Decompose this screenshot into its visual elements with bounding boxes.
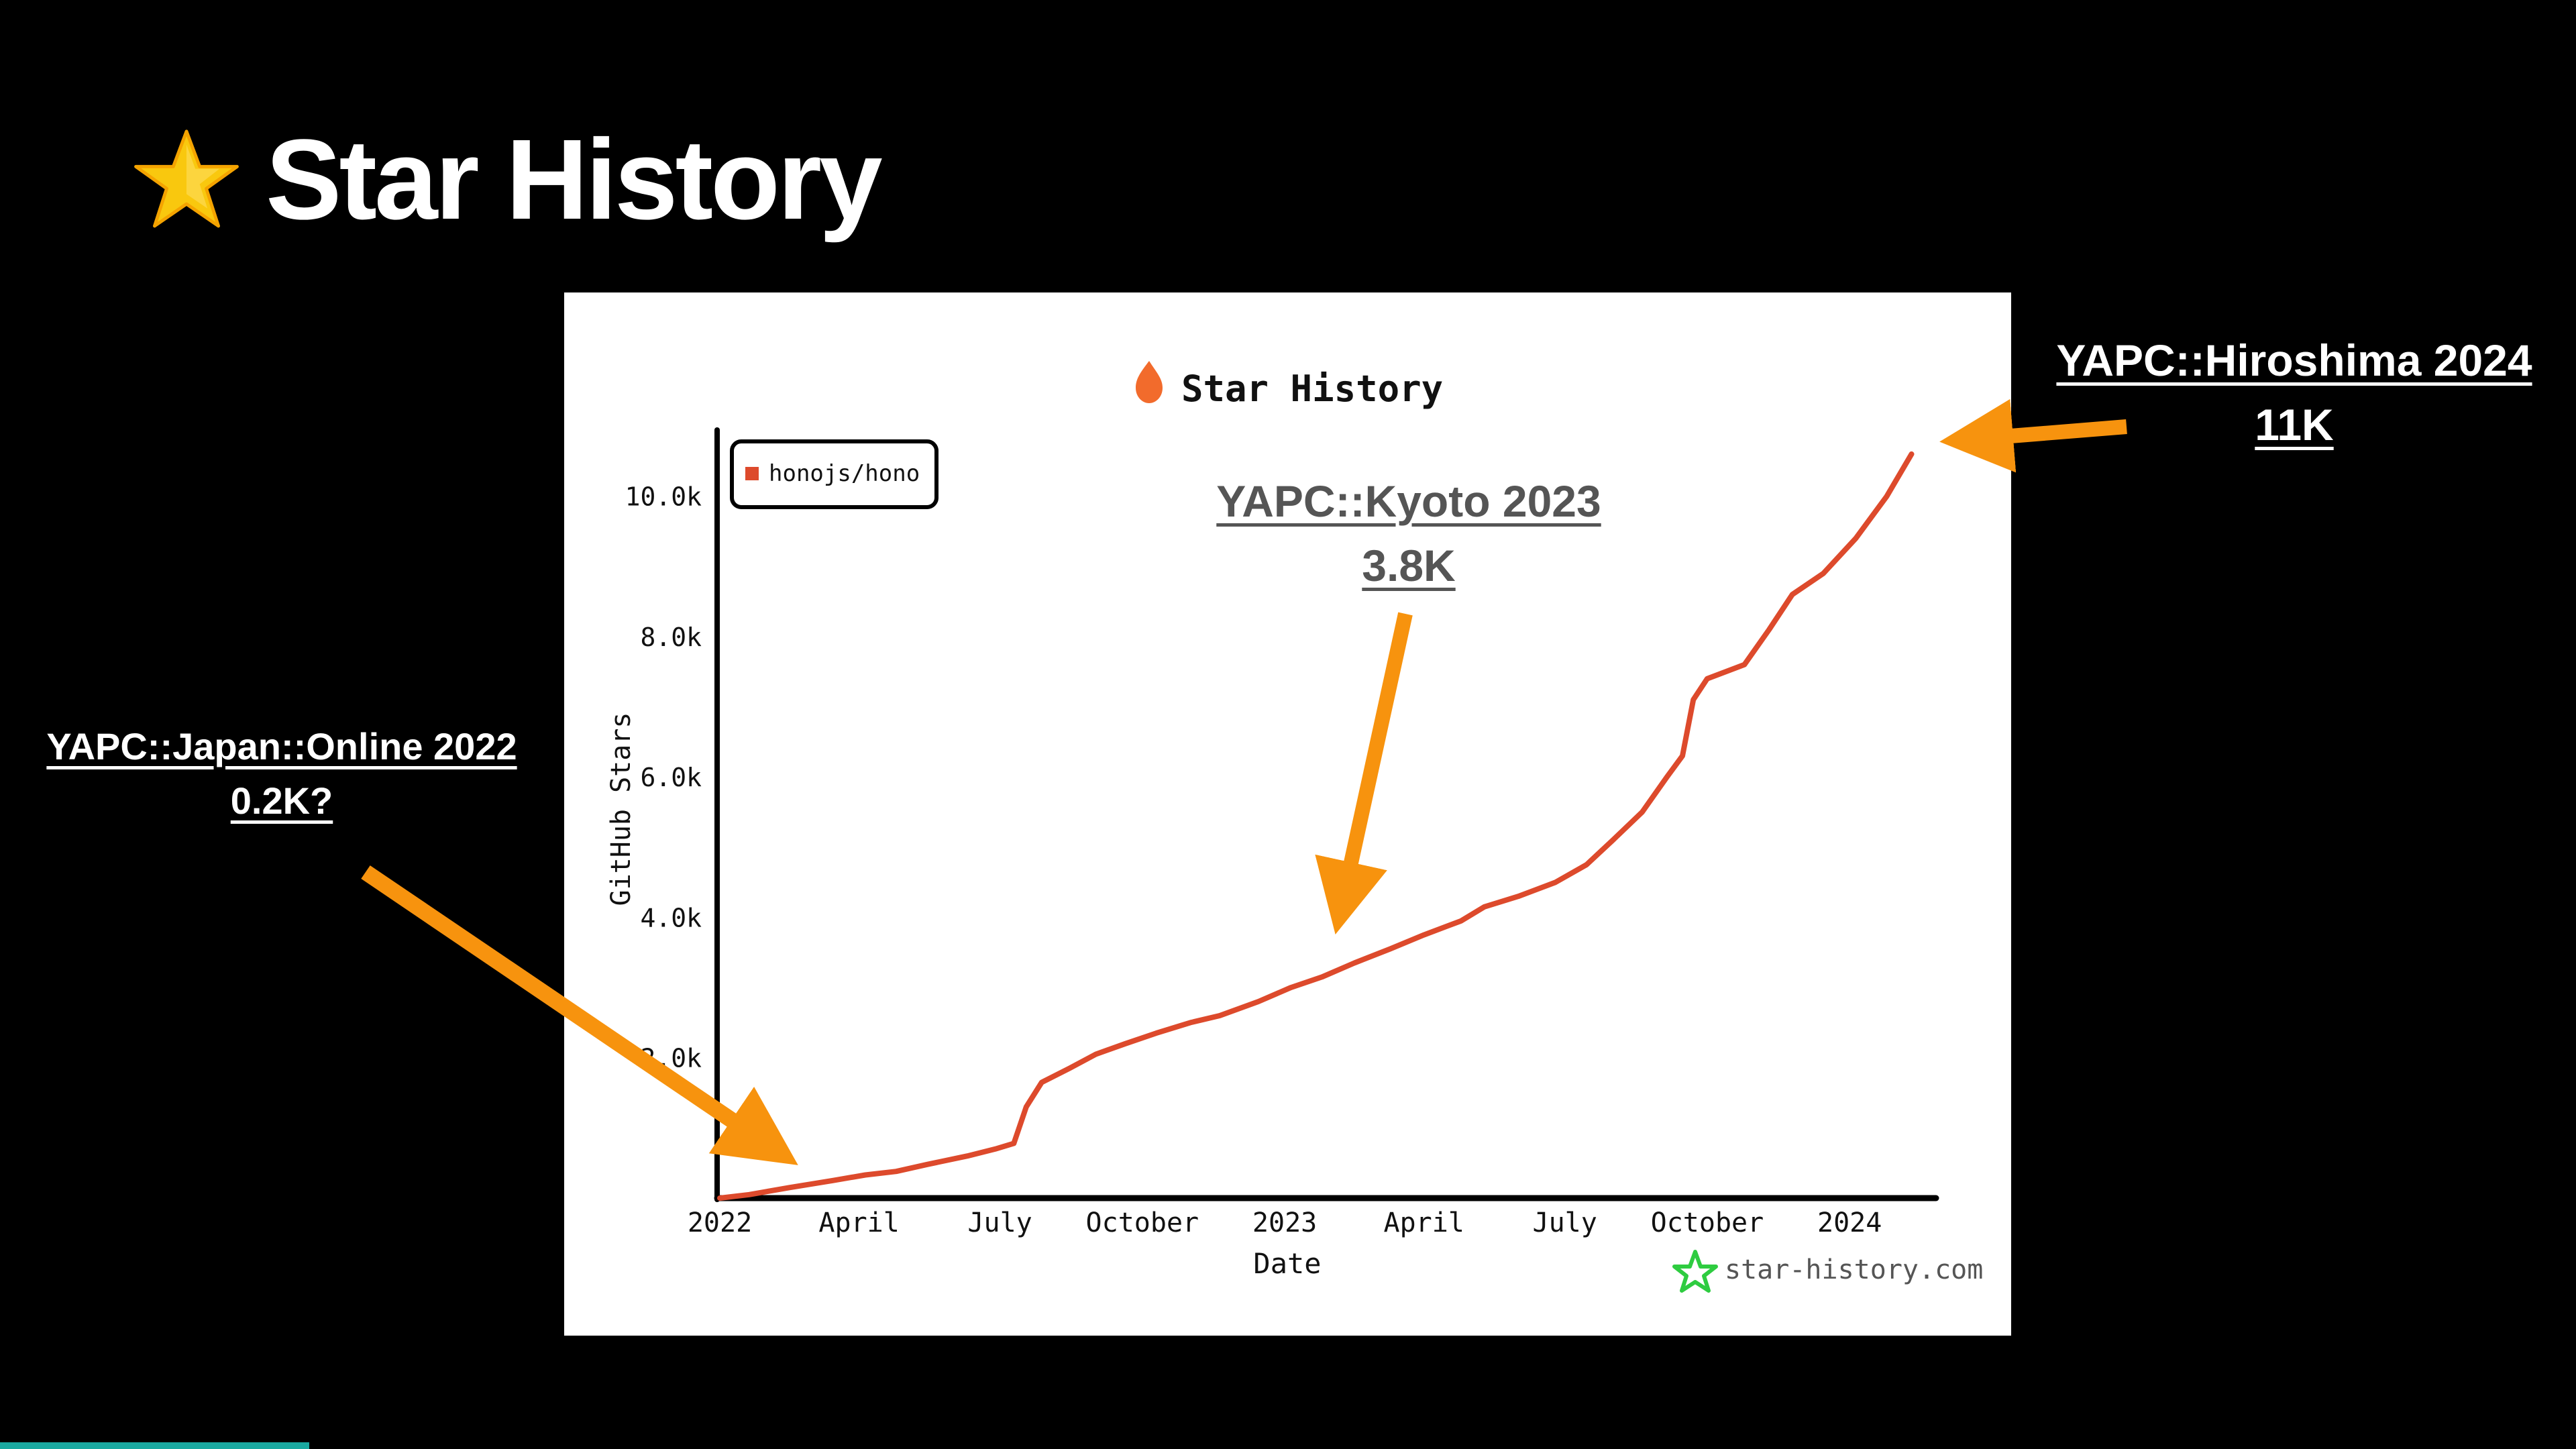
slide-title: Star History bbox=[131, 113, 883, 247]
x-tick-label: October bbox=[1651, 1208, 1764, 1238]
callout-stars: 0.2K? bbox=[230, 780, 333, 822]
chart-title: Star History bbox=[1136, 361, 1443, 410]
series-line-honojs-hono bbox=[717, 451, 1915, 1201]
watermark: star-history.com bbox=[1672, 1250, 1983, 1293]
y-tick-label: 2.0k bbox=[640, 1044, 702, 1073]
slide-progress-bar bbox=[0, 1442, 309, 1449]
callout-yapc-hiroshima-2024: YAPC::Hiroshima 2024 11K bbox=[2039, 329, 2549, 457]
star-history-chart: Star History GitHub Stars Date 2.0k 4.0k 6… bbox=[564, 292, 2011, 1336]
y-tick-label: 6.0k bbox=[640, 763, 702, 792]
chart-svg: Star History GitHub Stars Date 2.0k 4.0k 6… bbox=[606, 361, 1983, 1293]
x-tick-labels: 2022 April July October 2023 April July October… bbox=[688, 1208, 1882, 1238]
x-axis-label: Date bbox=[1253, 1247, 1321, 1280]
star-emoji-icon bbox=[134, 129, 239, 228]
y-axis-label: GitHub Stars bbox=[606, 712, 637, 906]
callout-event: YAPC::Hiroshima 2024 bbox=[2056, 335, 2532, 385]
x-tick-label: July bbox=[1533, 1208, 1597, 1238]
x-tick-label: July bbox=[967, 1208, 1032, 1238]
legend-label: honojs/hono bbox=[769, 460, 920, 487]
slide-title-text: Star History bbox=[266, 116, 883, 244]
x-tick-label: 2022 bbox=[688, 1208, 752, 1238]
callout-yapc-japan-online-2022: YAPC::Japan::Online 2022 0.2K? bbox=[27, 719, 537, 828]
chart-legend: honojs/hono bbox=[730, 439, 938, 509]
legend-swatch bbox=[745, 467, 759, 480]
chart-title-text: Star History bbox=[1181, 368, 1443, 410]
x-tick-label: April bbox=[1384, 1208, 1464, 1238]
watermark-text: star-history.com bbox=[1725, 1254, 1983, 1285]
x-tick-label: October bbox=[1086, 1208, 1199, 1238]
callout-stars: 11K bbox=[2255, 399, 2334, 449]
callout-event: YAPC::Japan::Online 2022 bbox=[46, 725, 517, 767]
y-tick-label: 8.0k bbox=[640, 623, 702, 652]
legend-box bbox=[730, 439, 938, 509]
callout-stars: 3.8K bbox=[1362, 540, 1456, 590]
y-tick-label: 10.0k bbox=[625, 482, 702, 512]
callout-event: YAPC::Kyoto 2023 bbox=[1216, 476, 1601, 526]
callout-yapc-kyoto-2023: YAPC::Kyoto 2023 3.8K bbox=[1140, 470, 1677, 598]
x-tick-label: 2024 bbox=[1817, 1208, 1882, 1238]
x-tick-label: April bbox=[818, 1208, 899, 1238]
y-tick-label: 4.0k bbox=[640, 903, 702, 932]
flame-icon bbox=[1136, 361, 1163, 403]
x-tick-label: 2023 bbox=[1252, 1208, 1317, 1238]
watermark-star-icon bbox=[1672, 1250, 1718, 1293]
